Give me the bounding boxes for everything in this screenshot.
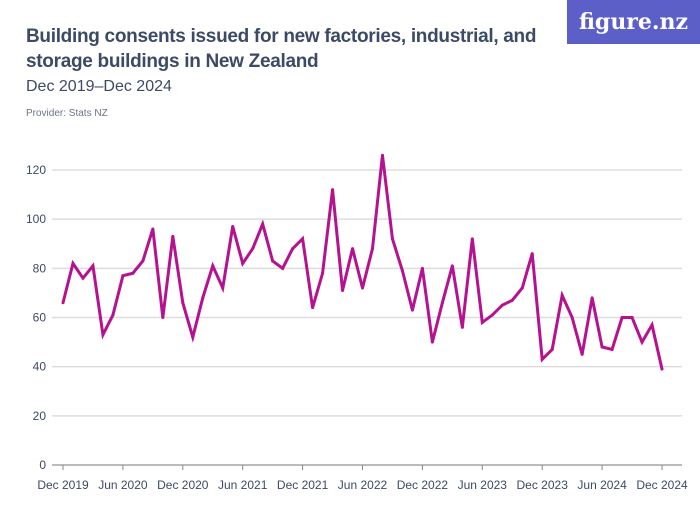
data-point (201, 296, 205, 300)
data-point (81, 276, 85, 280)
x-tick-label: Dec 2023 (517, 478, 569, 492)
data-point (91, 264, 95, 268)
data-point (181, 301, 185, 305)
data-point (600, 345, 604, 349)
data-point (61, 301, 65, 305)
data-point (550, 347, 554, 351)
data-point (171, 234, 175, 238)
data-point (231, 225, 235, 229)
y-tick-label: 120 (26, 163, 46, 177)
data-point (71, 261, 75, 265)
chart-subtitle: Dec 2019–Dec 2024 (26, 78, 172, 95)
x-tick-label: Jun 2022 (338, 478, 388, 492)
data-point (500, 303, 504, 307)
data-point (161, 316, 165, 319)
data-point (221, 286, 225, 290)
y-tick-label: 80 (33, 261, 47, 275)
x-tick-label: Dec 2020 (157, 478, 209, 492)
x-tick-label: Dec 2022 (397, 478, 449, 492)
data-point (251, 247, 255, 251)
data-point (331, 188, 335, 192)
data-point (650, 323, 654, 327)
data-point (480, 320, 484, 324)
data-point (261, 222, 265, 226)
data-point (490, 313, 494, 317)
data-point (630, 316, 634, 319)
data-point (420, 266, 424, 270)
x-tick-label: Dec 2024 (636, 478, 688, 492)
data-point (620, 316, 624, 319)
data-point (430, 340, 434, 344)
data-point (540, 357, 544, 361)
x-tick-label: Jun 2021 (218, 478, 268, 492)
data-point (510, 298, 514, 302)
data-point (271, 259, 275, 263)
data-point (660, 367, 664, 371)
x-tick-label: Jun 2024 (577, 478, 627, 492)
data-point (281, 266, 285, 270)
data-point (151, 227, 155, 231)
data-point (141, 259, 145, 263)
data-point (361, 286, 364, 290)
data-point (460, 325, 464, 329)
data-point (560, 293, 564, 297)
data-point (610, 347, 614, 351)
data-point (111, 313, 115, 317)
data-point (530, 252, 534, 256)
data-point (321, 271, 325, 275)
x-tick-label: Dec 2021 (277, 478, 329, 492)
data-point (440, 301, 444, 305)
data-point (640, 340, 644, 344)
data-point (470, 237, 474, 241)
x-tick-label: Jun 2020 (98, 478, 148, 492)
data-point (390, 237, 394, 241)
data-point (101, 333, 105, 337)
y-tick-label: 20 (33, 409, 47, 423)
data-point (291, 247, 295, 251)
data-point (191, 335, 195, 339)
data-point (450, 264, 454, 268)
x-tick-label: Jun 2023 (458, 478, 508, 492)
y-tick-label: 40 (33, 360, 47, 374)
figure-nz-logo[interactable]: figure.nz (567, 0, 700, 44)
data-point (580, 352, 584, 356)
data-point (590, 296, 594, 300)
data-point (341, 288, 345, 292)
chart-title: Building consents issued for new factori… (26, 26, 537, 72)
data-point (301, 237, 305, 241)
data-point (570, 316, 574, 319)
data-point (211, 264, 215, 268)
data-point (131, 271, 135, 275)
y-tick-label: 0 (39, 458, 46, 472)
data-point (400, 269, 404, 273)
data-point (370, 247, 374, 251)
data-point (380, 153, 384, 157)
x-tick-label: Dec 2019 (37, 478, 89, 492)
provider-label: Provider: Stats NZ (26, 108, 108, 119)
data-line (61, 155, 664, 370)
y-tick-label: 100 (26, 212, 46, 226)
data-point (520, 286, 524, 290)
data-point (241, 261, 245, 265)
data-point (351, 247, 355, 251)
y-tick-label: 60 (33, 311, 47, 325)
data-point (121, 274, 125, 278)
data-point (311, 306, 315, 310)
data-point (410, 308, 414, 312)
